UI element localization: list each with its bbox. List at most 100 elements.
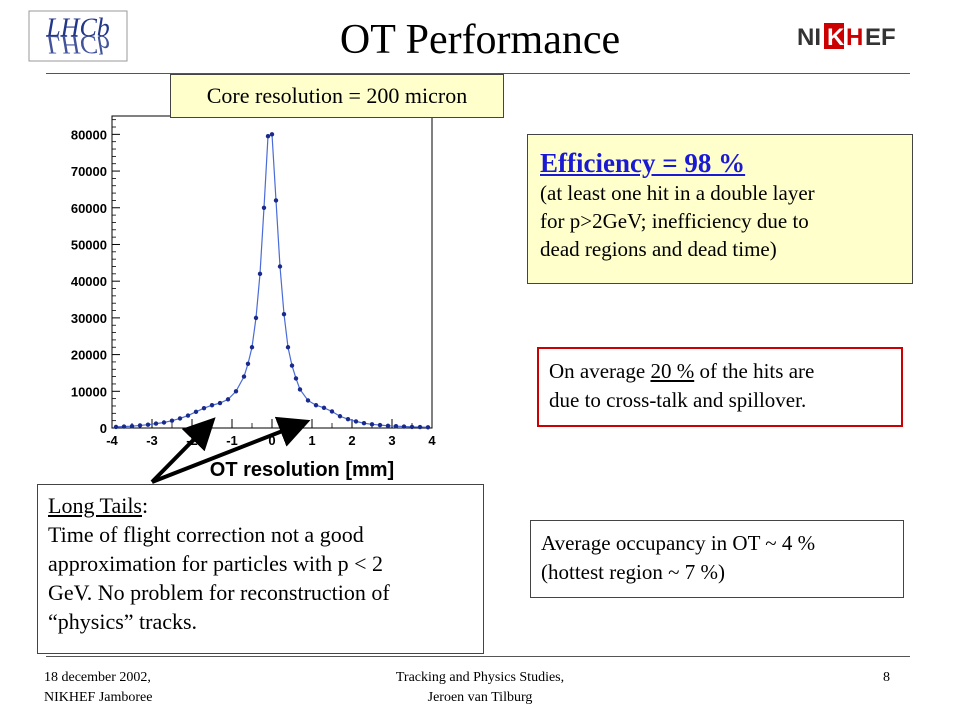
data-point [321,405,327,411]
y-tick-label: 30000 [71,311,107,326]
data-point [261,205,267,210]
x-tick-label: -3 [146,433,158,448]
data-point [289,363,295,368]
efficiency-box: Efficiency = 98 % (at least one hit in a… [527,134,913,284]
occupancy-line-2: (hottest region ~ 7 %) [541,560,725,584]
data-point [241,374,247,379]
y-tick-label: 50000 [71,237,107,252]
data-point [401,424,407,429]
data-point [297,387,303,392]
data-point [145,422,151,427]
data-point [185,413,191,418]
data-point [193,409,199,415]
svg-text:H: H [846,24,863,51]
data-point [277,264,283,269]
data-point [225,397,231,402]
long-tails-line: approximation for particles with p < 2 [48,551,383,576]
footer-date: 18 december 2002, NIKHEF Jamboree [44,668,152,708]
data-point [305,398,311,403]
y-tick-label: 40000 [71,274,107,289]
resolution-histogram: 0 10000 20000 30000 40000 50000 60000 70000 8000… [71,115,436,481]
long-tails-heading-line: Long Tails: [48,491,473,520]
header-rule [46,73,910,74]
footer-talk: Tracking and Physics Studies, Jeroen van… [300,668,660,708]
crosstalk-box: On average 20 % of the hits are due to c… [537,347,903,427]
data-point [129,423,135,429]
data-point [369,422,375,427]
data-point [257,271,263,277]
svg-text:LHCb: LHCb [45,13,110,42]
efficiency-line: for p>2GeV; inefficiency due to [540,209,809,233]
x-tick-label: -4 [106,433,118,448]
page-number: 8 [883,670,890,685]
data-point [393,423,399,429]
slide-title: OT Performance [339,17,621,63]
plot-frame [111,115,433,429]
y-tick-label: 10000 [71,384,107,399]
x-tick-label: 4 [428,433,436,448]
x-tick-label: 3 [388,433,395,448]
efficiency-heading: Efficiency = 98 % [540,148,746,178]
data-point [293,376,299,381]
data-point [273,198,279,203]
data-point [385,423,391,428]
footer-author: Jeroen van Tilburg [427,690,533,705]
long-tails-colon: : [142,493,149,518]
footer-date-line: 18 december 2002, [44,670,151,685]
data-point [177,416,183,421]
svg-text:EF: EF [865,24,896,51]
long-tails-line: GeV. No problem for reconstruction of [48,580,390,605]
x-tick-label: 0 [268,433,275,448]
data-point [217,400,223,406]
y-tick-label: 70000 [71,164,107,179]
nikhef-logo: NI K H EF [793,23,913,51]
data-point [249,345,255,350]
data-point [281,312,287,317]
svg-text:K: K [827,24,845,51]
data-point [161,420,167,425]
data-point [269,132,275,137]
data-point [265,133,271,139]
data-point [425,425,431,430]
efficiency-line: dead regions and dead time) [540,237,777,261]
data-point [153,421,159,426]
data-point [313,403,319,408]
crosstalk-suffix: of the hits are [694,359,815,383]
footer-talk-title: Tracking and Physics Studies, [395,670,565,685]
crosstalk-percentage: 20 % [650,359,695,383]
data-point [409,424,415,430]
data-point [137,423,143,428]
data-point [113,424,119,430]
long-tails-line: Time of flight correction not a good [48,522,364,547]
long-tails-heading: Long Tails [48,493,142,518]
y-tick-label: 80000 [71,127,107,142]
long-tails-box: Long Tails: Time of flight correction no… [37,484,484,654]
x-axis-label: OT resolution [mm] [210,459,394,481]
data-point [121,424,127,429]
data-point [337,414,343,419]
svg-text:LHCb: LHCb [45,30,110,59]
x-tick-label: 2 [348,433,355,448]
data-point [233,389,239,394]
x-tick-label: 1 [308,433,315,448]
lhcb-logo: LHCb LHCb [28,10,128,62]
efficiency-line: (at least one hit in a double layer [540,181,815,205]
data-point [285,345,291,350]
footer-event-line: NIKHEF Jamboree [44,690,153,705]
data-point [201,405,207,411]
data-point [417,424,423,430]
occupancy-line-1: Average occupancy in OT ~ 4 % [541,531,816,555]
data-point [245,361,251,366]
crosstalk-line-2: due to cross-talk and spillover. [549,388,807,412]
x-tick-label: -1 [226,433,238,448]
data-point [377,422,383,428]
crosstalk-prefix: On average [549,359,651,383]
data-point [209,403,215,408]
long-tails-line: “physics” tracks. [48,609,198,634]
core-resolution-box: Core resolution = 200 micron [170,74,504,118]
occupancy-box: Average occupancy in OT ~ 4 % (hottest r… [530,520,904,598]
data-point [169,418,175,423]
y-tick-label: 60000 [71,201,107,216]
footer-rule [46,656,910,657]
svg-text:NI: NI [797,24,821,51]
